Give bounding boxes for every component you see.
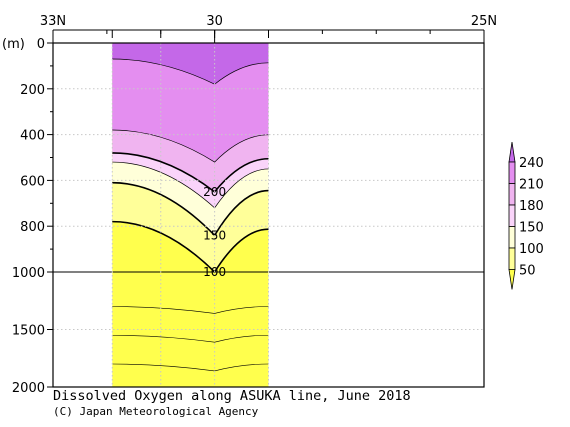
y-tick-label: 400 — [20, 129, 45, 144]
colorbar-label: 50 — [519, 264, 536, 279]
y-tick-label: 600 — [20, 174, 45, 189]
y-tick-label: 200 — [20, 83, 45, 98]
contour-label-150: 150 — [203, 228, 226, 242]
top-axis-label: 25N — [471, 14, 497, 29]
chart-title: Dissolved Oxygen along ASUKA line, June … — [53, 388, 411, 404]
colorbar-label: 100 — [519, 242, 544, 257]
y-tick-label: 0 — [37, 37, 45, 52]
plot-frame — [52, 42, 485, 388]
contour-line-150 — [112, 181, 269, 237]
colorbar-segment — [508, 161, 516, 184]
colorbar-label: 240 — [519, 156, 544, 171]
contour-line-deep-1 — [112, 334, 269, 343]
contour-label-100: 100 — [203, 265, 226, 279]
y-tick-label: 1000 — [12, 266, 45, 281]
contour-line-240 — [112, 58, 269, 85]
y-axis-label: (m) — [2, 37, 25, 52]
grid-layer — [53, 43, 484, 387]
top-axis-label: 30 — [206, 14, 223, 29]
colorbar-extend-top — [508, 141, 516, 163]
top-axis-label: 33N — [40, 14, 66, 29]
y-tick-label: 1500 — [12, 324, 45, 339]
chart-credit: (C) Japan Meteorological Agency — [53, 405, 259, 418]
y-tick-label: 2000 — [12, 381, 45, 396]
colorbar-segment — [508, 226, 516, 249]
contour-line-deep-2 — [112, 363, 269, 372]
colorbar-label: 180 — [519, 199, 544, 214]
axes-layer: 33N 30 25N (m) 0 200 400 600 800 1000 1500 2000 — [2, 14, 497, 396]
contour-label-200: 200 — [203, 185, 226, 199]
colorbar-extend-bottom — [508, 269, 516, 290]
colorbar-segment — [508, 204, 516, 227]
colorbar-segment — [508, 183, 516, 206]
contour-line-210 — [112, 129, 269, 163]
colorbar-label: 210 — [519, 178, 544, 193]
colorbar-label: 150 — [519, 221, 544, 236]
colorbar: 240 210 180 150 100 50 — [508, 141, 544, 290]
contour-label-layer: 200 150 100 — [203, 185, 226, 279]
y-tick-label: 800 — [20, 220, 45, 235]
contour-line-deep-0 — [112, 306, 269, 314]
colorbar-segment — [508, 247, 516, 270]
